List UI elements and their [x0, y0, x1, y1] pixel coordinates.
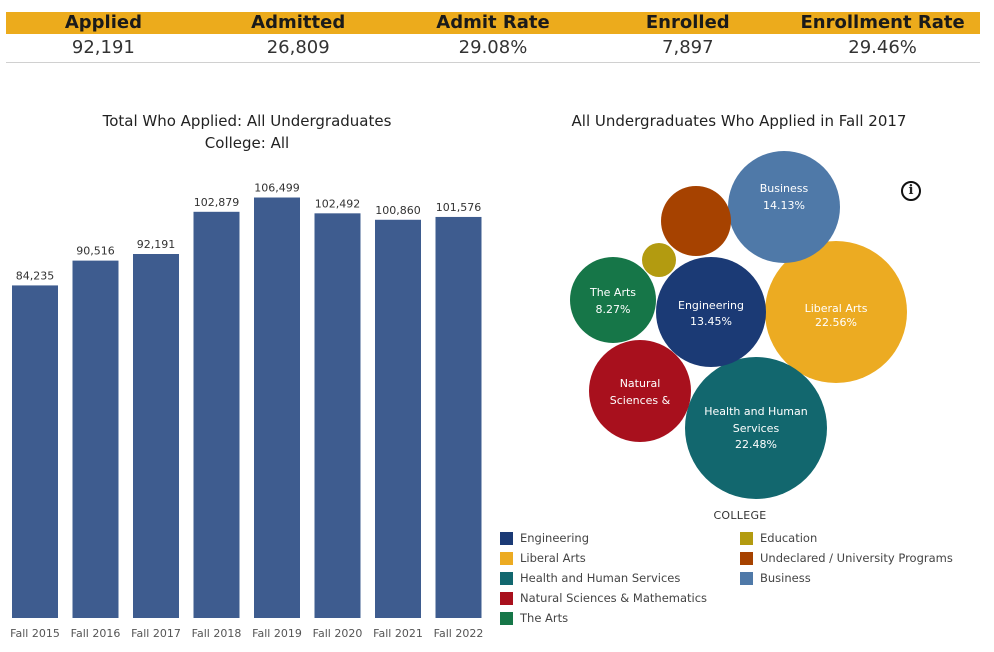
legend-item-education[interactable]: Education — [740, 528, 953, 548]
legend-swatch — [500, 571, 513, 585]
bubble-circle[interactable] — [642, 243, 676, 277]
legend-column-right: Education Undeclared / University Program… — [740, 528, 953, 588]
bubble-circle[interactable] — [661, 186, 731, 256]
legend-swatch — [500, 591, 513, 605]
bar-data-label: 102,492 — [315, 197, 361, 210]
bar-fall-2016[interactable] — [72, 260, 119, 618]
bubble-engineering[interactable]: Engineering 13.45% — [656, 257, 766, 367]
bubble-label: 14.13% — [763, 199, 805, 212]
legend-label: Natural Sciences & Mathematics — [520, 591, 708, 605]
kpi-label-admit-rate: Admit Rate — [436, 12, 550, 33]
legend-label: Engineering — [520, 531, 589, 545]
bar-fall-2015[interactable] — [12, 285, 58, 618]
info-icon[interactable]: i — [901, 181, 921, 201]
bar-data-label: 100,860 — [375, 204, 421, 217]
bubble-label: 22.56% — [815, 316, 857, 329]
kpi-label-admitted: Admitted — [251, 12, 346, 33]
bar-fall-2022[interactable] — [435, 216, 482, 618]
bubble-label: 13.45% — [690, 315, 732, 328]
x-tick-label: Fall 2020 — [313, 627, 363, 640]
bubble-label: Natural — [620, 377, 661, 390]
x-tick-label: Fall 2022 — [434, 627, 484, 640]
bar-data-label: 84,235 — [16, 269, 55, 282]
x-tick-label: Fall 2015 — [10, 627, 60, 640]
bar-chart-title: Total Who Applied: All Undergraduates Co… — [0, 110, 494, 154]
bubble-circle[interactable] — [765, 241, 907, 383]
legend-label: Education — [760, 531, 818, 545]
x-tick-label: Fall 2016 — [71, 627, 121, 640]
bubble-undeclared-university-programs[interactable] — [661, 186, 731, 256]
bubble-label: The Arts — [589, 286, 636, 299]
bubble-the-arts[interactable]: The Arts 8.27% — [570, 257, 656, 343]
legend-column-left: Engineering Liberal Arts Health and Human … — [500, 528, 707, 628]
legend-swatch — [500, 531, 513, 545]
bar-chart-title-text: Total Who Applied: All Undergraduates — [102, 112, 392, 130]
x-tick-label: Fall 2019 — [252, 627, 302, 640]
bubble-circle[interactable] — [589, 340, 691, 442]
bubble-business[interactable]: Business 14.13% — [728, 151, 840, 263]
bubble-label: 22.48% — [735, 438, 777, 451]
bubble-circle[interactable] — [570, 257, 656, 343]
bubble-label: Health and Human — [704, 405, 808, 418]
bubble-label: Services — [733, 422, 780, 435]
legend-item-health-and-human-services[interactable]: Health and Human Services — [500, 568, 707, 588]
bubble-label: Liberal Arts — [805, 302, 868, 315]
bubble-circle[interactable] — [656, 257, 766, 367]
bubble-natural-sciences-mathematics[interactable]: Natural Sciences & — [589, 340, 691, 442]
bar-data-label: 92,191 — [137, 238, 176, 251]
kpi-label-applied: Applied — [64, 12, 142, 33]
legend-item-natural-sciences-mathematics[interactable]: Natural Sciences & Mathematics — [500, 588, 707, 608]
bar-data-label: 102,879 — [194, 196, 240, 209]
bar-fall-2018[interactable] — [193, 211, 240, 618]
legend-title: COLLEGE — [713, 509, 767, 522]
bar-fall-2021[interactable] — [375, 219, 421, 618]
legend-swatch — [740, 571, 753, 585]
kpi-label-enrollment-rate: Enrollment Rate — [800, 12, 965, 33]
kpi-header-row: Applied Admitted Admit Rate Enrolled Enr… — [6, 12, 980, 34]
legend-label: Business — [760, 571, 811, 585]
bubble-chart-title: All Undergraduates Who Applied in Fall 2… — [571, 112, 907, 130]
legend-item-business[interactable]: Business — [740, 568, 953, 588]
x-tick-label: Fall 2018 — [192, 627, 242, 640]
bar-fall-2019[interactable] — [254, 197, 300, 618]
legend-item-liberal-arts[interactable]: Liberal Arts — [500, 548, 707, 568]
legend-label: Health and Human Services — [520, 571, 681, 585]
legend-label: Undeclared / University Programs — [760, 551, 953, 565]
kpi-value-admit-rate: 29.08% — [458, 37, 528, 58]
bar-data-label: 90,516 — [76, 245, 115, 258]
bubble-label: Engineering — [678, 299, 744, 312]
legend-label: The Arts — [520, 611, 569, 625]
kpi-label-enrolled: Enrolled — [645, 12, 730, 33]
kpi-value-enrolled: 7,897 — [662, 37, 714, 58]
bar-fall-2017[interactable] — [133, 254, 179, 618]
legend-swatch — [500, 611, 513, 625]
bar-chart: 84,235 Fall 2015 90,516 Fall 2016 92,191 Fall… — [10, 182, 484, 640]
kpi-value-row: 92,191 26,809 29.08% 7,897 29.46% — [6, 34, 980, 63]
bar-fall-2020[interactable] — [314, 213, 361, 618]
bubble-education[interactable] — [642, 243, 676, 277]
bubble-label: 8.27% — [596, 303, 631, 316]
bar-data-label: 101,576 — [436, 201, 482, 214]
legend-item-undeclared-university-programs[interactable]: Undeclared / University Programs — [740, 548, 953, 568]
bubble-health-and-human-services[interactable]: Health and Human Services 22.48% — [685, 357, 827, 499]
bar-chart-subtitle: College: All — [204, 134, 290, 152]
legend-item-engineering[interactable]: Engineering — [500, 528, 707, 548]
bar-data-label: 106,499 — [254, 182, 300, 195]
legend-swatch — [740, 551, 753, 565]
legend-swatch — [500, 551, 513, 565]
kpi-value-admitted: 26,809 — [266, 37, 330, 58]
legend-label: Liberal Arts — [520, 551, 586, 565]
x-tick-label: Fall 2021 — [373, 627, 423, 640]
legend-item-the-arts[interactable]: The Arts — [500, 608, 707, 628]
bubble-circle[interactable] — [728, 151, 840, 263]
bubble-label: Business — [760, 182, 809, 195]
x-tick-label: Fall 2017 — [131, 627, 181, 640]
kpi-value-enrollment-rate: 29.46% — [848, 37, 917, 58]
bubble-circle[interactable] — [685, 357, 827, 499]
legend-swatch — [740, 531, 753, 545]
kpi-value-applied: 92,191 — [71, 37, 135, 58]
bubble-label: Sciences & — [610, 394, 671, 407]
